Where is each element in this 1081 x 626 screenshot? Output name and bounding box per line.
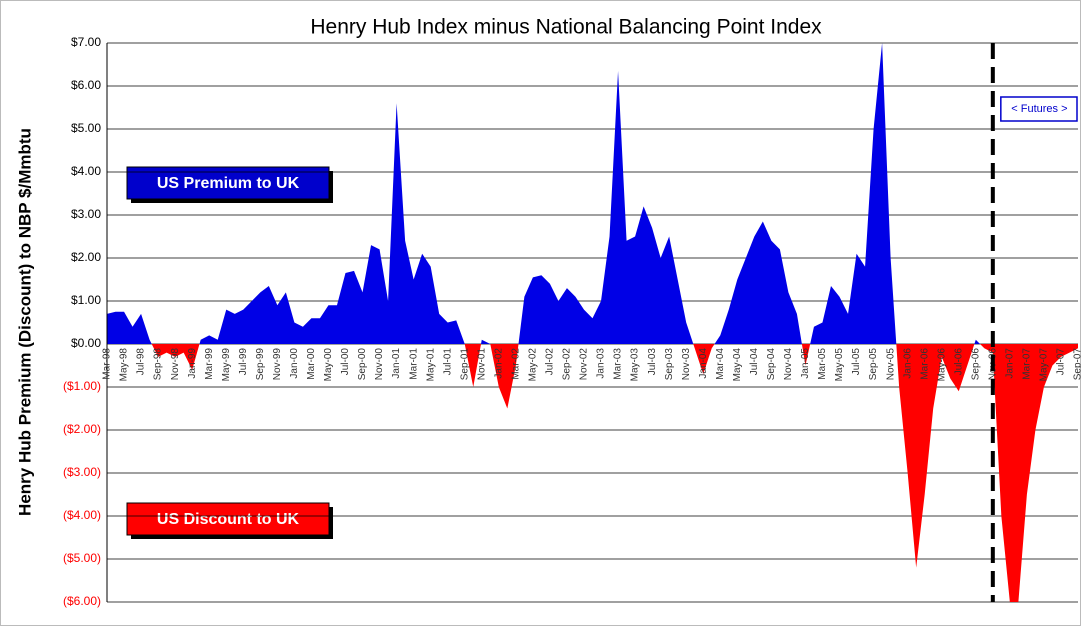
y-tick-label: $7.00 [71,35,101,49]
y-tick-label: $2.00 [71,250,101,264]
x-tick-label: Jul-03 [647,348,658,376]
x-tick-label: Sep-99 [255,348,266,381]
x-tick-label: Jan-05 [800,348,811,379]
x-tick-label: May-02 [528,348,539,382]
x-tick-label: Mar-01 [408,348,419,380]
y-tick-label: ($3.00) [63,465,101,479]
x-tick-label: Nov-03 [681,348,692,381]
x-tick-label: Mar-07 [1022,348,1033,380]
x-tick-label: Sep-05 [868,348,879,381]
x-tick-label: Sep-04 [766,348,777,381]
y-tick-label: $0.00 [71,336,101,350]
x-tick-label: Mar-04 [715,348,726,380]
futures-box [1000,96,1078,122]
y-tick-label: $5.00 [71,121,101,135]
annotation: < Futures > [1011,103,1067,115]
x-tick-label: Sep-00 [357,348,368,381]
x-tick-label: Jan-02 [493,348,504,379]
x-tick-label: Sep-06 [970,348,981,381]
x-tick-label: Sep-07 [1073,348,1081,381]
x-tick-label: May-03 [630,348,641,382]
y-tick-label: ($1.00) [63,379,101,393]
y-tick-label: $3.00 [71,207,101,221]
x-tick-label: Nov-02 [579,348,590,381]
x-tick-label: Mar-02 [510,348,521,380]
y-tick-label: ($4.00) [63,508,101,522]
x-tick-label: Sep-98 [153,348,164,381]
x-tick-label: Nov-05 [885,348,896,381]
y-tick-label: $6.00 [71,78,101,92]
area [107,43,1078,602]
y-tick-label: $4.00 [71,164,101,178]
x-tick-label: Mar-98 [102,348,113,380]
x-tick-label: Jul-04 [749,348,760,376]
chart-title: Henry Hub Index minus National Balancing… [310,16,822,39]
x-tick-label: May-07 [1039,348,1050,382]
x-tick-label: Jul-05 [851,348,862,376]
x-tick-label: Jan-01 [391,348,402,379]
x-tick-label: Jul-98 [136,348,147,376]
x-tick-label: Jul-01 [442,348,453,376]
x-tick-label: May-00 [323,348,334,382]
x-tick-label: Nov-04 [783,348,794,381]
x-tick-label: Jul-00 [340,348,351,376]
x-tick-label: May-98 [119,348,130,382]
x-tick-label: Nov-00 [374,348,385,381]
y-axis-label: Henry Hub Premium (Discount) to NBP $/Mm… [15,128,34,516]
x-tick-label: Nov-98 [170,348,181,381]
y-tick-label: ($6.00) [63,594,101,608]
x-tick-label: Mar-05 [817,348,828,380]
x-tick-label: Sep-02 [562,348,573,381]
x-tick-label: Jan-06 [902,348,913,379]
x-tick-label: Jan-03 [596,348,607,379]
x-tick-label: Sep-03 [664,348,675,381]
x-tick-label: May-05 [834,348,845,382]
x-tick-label: Jul-07 [1056,348,1067,376]
annotation: US Premium to UK [157,175,300,192]
annotation: US Discount to UK [157,511,300,528]
x-tick-label: Jul-02 [545,348,556,376]
x-tick-label: Nov-01 [476,348,487,381]
x-tick-label: May-99 [221,348,232,382]
y-tick-label: ($5.00) [63,551,101,565]
x-tick-label: Mar-00 [306,348,317,380]
x-tick-label: Nov-99 [272,348,283,381]
x-tick-label: May-06 [936,348,947,382]
x-tick-label: Jan-04 [698,348,709,379]
x-tick-label: May-04 [732,348,743,382]
x-tick-label: Mar-06 [919,348,930,380]
y-tick-label: ($2.00) [63,422,101,436]
x-tick-label: Jul-06 [953,348,964,376]
x-tick-label: May-01 [425,348,436,382]
x-tick-label: Sep-01 [459,348,470,381]
x-tick-label: Mar-03 [613,348,624,380]
x-tick-label: Jan-00 [289,348,300,379]
x-tick-label: Jul-99 [238,348,249,376]
discount-box: US Discount to UK [126,502,333,539]
y-tick-label: $1.00 [71,293,101,307]
x-tick-label: Mar-99 [204,348,215,380]
x-tick-label: Jan-07 [1005,348,1016,379]
x-tick-label: Jan-99 [187,348,198,379]
